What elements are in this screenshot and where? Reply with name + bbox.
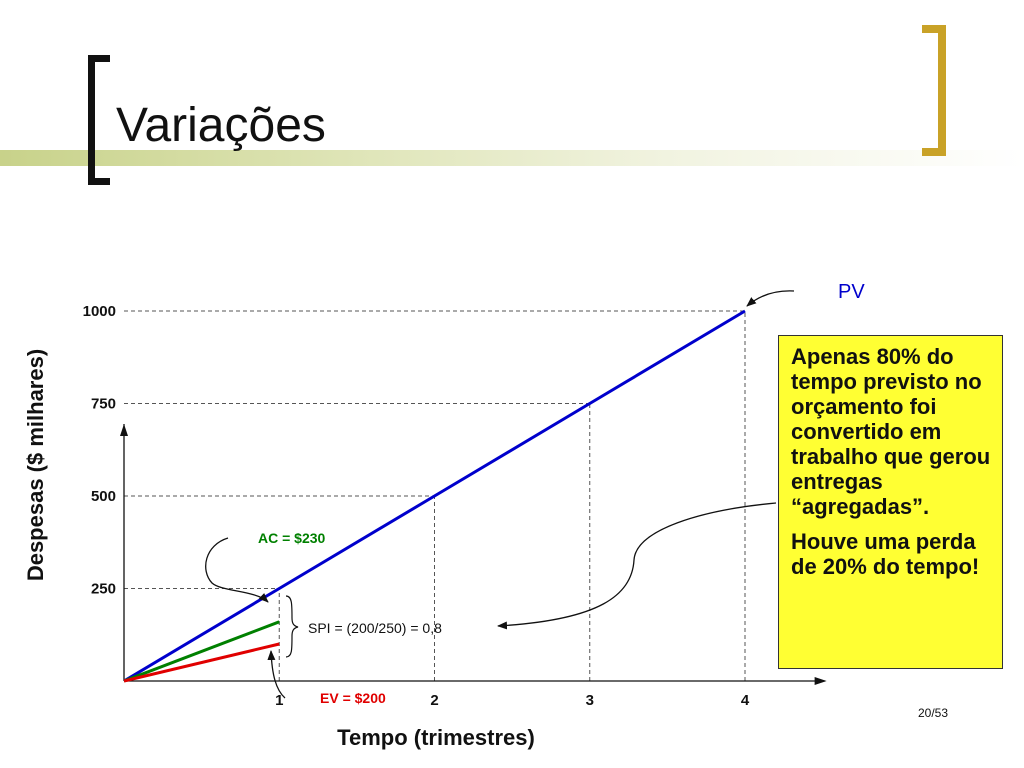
y-tick-label: 750 <box>91 396 116 413</box>
x-tick-label: 1 <box>275 692 283 709</box>
x-tick-label: 2 <box>430 692 438 709</box>
right-bracket-decoration <box>922 25 946 156</box>
y-axis-title: Despesas ($ milhares) <box>23 349 48 581</box>
slide-page-number: 20/53 <box>918 706 949 720</box>
series-line-0 <box>123 309 746 683</box>
pv-pointer-arrow <box>746 290 795 307</box>
ac-pointer-arrow <box>205 537 269 603</box>
y-tick-label: 500 <box>91 488 116 505</box>
ev-pointer-arrow <box>267 650 286 699</box>
slide-title: Variações <box>116 99 326 152</box>
y-tick-label: 1000 <box>83 303 116 320</box>
ac-label: AC = $230 <box>258 530 326 546</box>
explanation-callout: Apenas 80% do tempo previsto no orçament… <box>778 335 1003 669</box>
x-tick-label: 3 <box>586 692 594 709</box>
pv-label: PV <box>838 281 865 303</box>
spi-brace <box>285 595 299 658</box>
x-tick-label: 4 <box>741 692 750 709</box>
y-tick-label: 250 <box>91 581 116 598</box>
ev-label: EV = $200 <box>320 690 386 706</box>
x-axis-title: Tempo (trimestres) <box>337 725 535 750</box>
series-line-2 <box>123 642 280 683</box>
title-underline-bar <box>0 150 1024 166</box>
callout-paragraph-2: Houve uma perda de 20% do tempo! <box>791 529 980 579</box>
series-line-1 <box>123 620 280 683</box>
callout-pointer-arrow <box>497 502 777 630</box>
y-axis-arrowhead <box>120 424 128 436</box>
spi-label: SPI = (200/250) = 0,8 <box>308 620 442 636</box>
left-bracket-decoration <box>88 55 110 185</box>
x-axis-arrowhead <box>814 677 827 685</box>
callout-paragraph-1: Apenas 80% do tempo previsto no orçament… <box>791 344 991 519</box>
